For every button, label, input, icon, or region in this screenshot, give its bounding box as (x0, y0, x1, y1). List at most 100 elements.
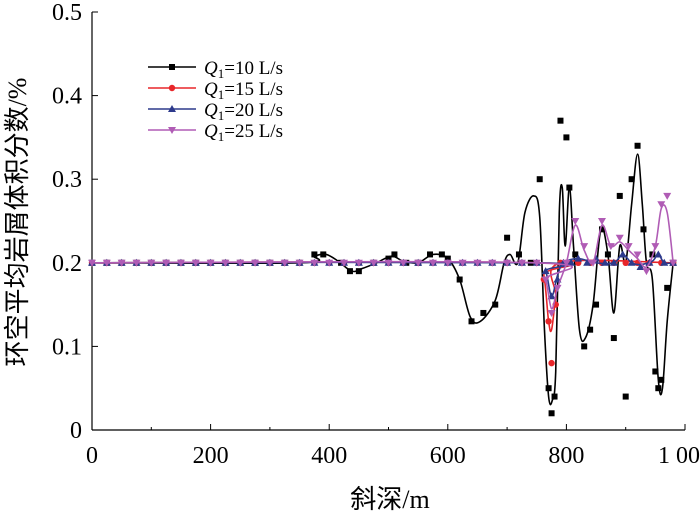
data-point (488, 259, 497, 267)
data-point (206, 259, 215, 267)
legend-label-rest: =10 L/s (224, 58, 283, 79)
data-point (669, 259, 678, 267)
data-point (517, 259, 526, 267)
data-point (310, 259, 319, 267)
data-point (147, 259, 156, 267)
data-point (627, 258, 636, 266)
data-point (664, 284, 671, 291)
legend-label-main: Q (204, 121, 218, 142)
data-point (443, 259, 452, 267)
data-point (251, 259, 260, 267)
data-point (547, 309, 556, 317)
legend-label-main: Q (204, 100, 218, 121)
data-point (583, 258, 592, 266)
data-point (660, 258, 669, 266)
data-point (541, 276, 550, 284)
data-point (473, 259, 482, 267)
data-point (191, 259, 200, 267)
data-point (536, 176, 543, 183)
data-point (325, 259, 334, 267)
legend-item-2: Q1=15 L/s (148, 79, 283, 102)
data-point (600, 258, 609, 266)
data-point (567, 258, 576, 266)
data-point (615, 234, 624, 242)
legend-label-subscript: 1 (218, 87, 225, 102)
legend-label-subscript: 1 (218, 66, 225, 81)
data-point (624, 243, 633, 251)
x-tick-label: 200 (193, 443, 229, 469)
x-tick-label: 400 (311, 443, 347, 469)
data-point (655, 385, 662, 392)
plot-area (88, 117, 678, 417)
legend-label-main: Q (204, 58, 218, 79)
data-point (532, 259, 541, 267)
data-point (456, 276, 463, 283)
legend-item-4: Q1=25 L/s (148, 121, 283, 144)
data-point (545, 318, 552, 325)
series-line (91, 259, 674, 333)
data-point (616, 192, 623, 199)
y-tick-label: 0.3 (52, 167, 82, 193)
series-line (91, 153, 674, 406)
data-point (658, 376, 665, 383)
data-point (634, 142, 641, 149)
series-1 (89, 117, 677, 417)
legend-label: Q1=15 L/s (204, 79, 283, 102)
series-4 (88, 192, 678, 317)
data-point (622, 259, 629, 266)
y-tick-label: 0 (70, 418, 82, 444)
legend-marker (169, 64, 175, 70)
data-point (480, 309, 487, 316)
data-point (503, 259, 512, 267)
data-point (88, 259, 96, 267)
data-point (280, 259, 289, 267)
data-point (580, 243, 589, 251)
data-point (548, 359, 555, 367)
axes: 0 200 400 600 800 1 000 0 0.1 0.2 0.3 0.4 0.5 (52, 0, 700, 469)
legend-label-main: Q (204, 79, 218, 100)
data-point (427, 251, 434, 258)
legend-marker (168, 127, 176, 134)
data-point (581, 343, 588, 350)
data-point (221, 259, 230, 267)
data-point (557, 117, 564, 124)
data-point (572, 251, 579, 258)
y-tick-label: 0.1 (52, 334, 82, 360)
series-2 (88, 259, 677, 367)
x-tick-label: 600 (430, 443, 466, 469)
data-point (642, 268, 651, 276)
data-point (563, 134, 570, 141)
data-point (548, 410, 555, 417)
data-point (598, 226, 605, 233)
data-point (162, 259, 171, 267)
data-point (571, 218, 580, 225)
data-point (265, 259, 274, 267)
data-point (385, 255, 392, 262)
data-point (468, 318, 475, 325)
y-tick-label: 0.2 (52, 251, 82, 277)
data-point (176, 259, 185, 267)
data-point (492, 301, 499, 308)
y-tick-label: 0.4 (52, 84, 82, 110)
data-point (562, 259, 571, 267)
data-point (117, 259, 126, 267)
data-point (320, 251, 327, 258)
data-point (657, 201, 666, 209)
legend-marker (168, 105, 176, 112)
x-tick-label: 0 (86, 443, 98, 469)
data-point (604, 251, 611, 258)
data-point (574, 254, 583, 262)
data-point (545, 385, 552, 392)
data-point (295, 259, 304, 267)
legend-item-1: Q1=10 L/s (148, 58, 283, 81)
data-point (399, 259, 408, 267)
data-point (610, 335, 617, 342)
legend-label: Q1=25 L/s (204, 121, 283, 144)
data-point (311, 251, 318, 258)
legend-marker (168, 84, 176, 92)
data-point (458, 259, 467, 267)
data-point (589, 259, 598, 267)
data-point (566, 184, 573, 191)
data-point (414, 259, 423, 267)
